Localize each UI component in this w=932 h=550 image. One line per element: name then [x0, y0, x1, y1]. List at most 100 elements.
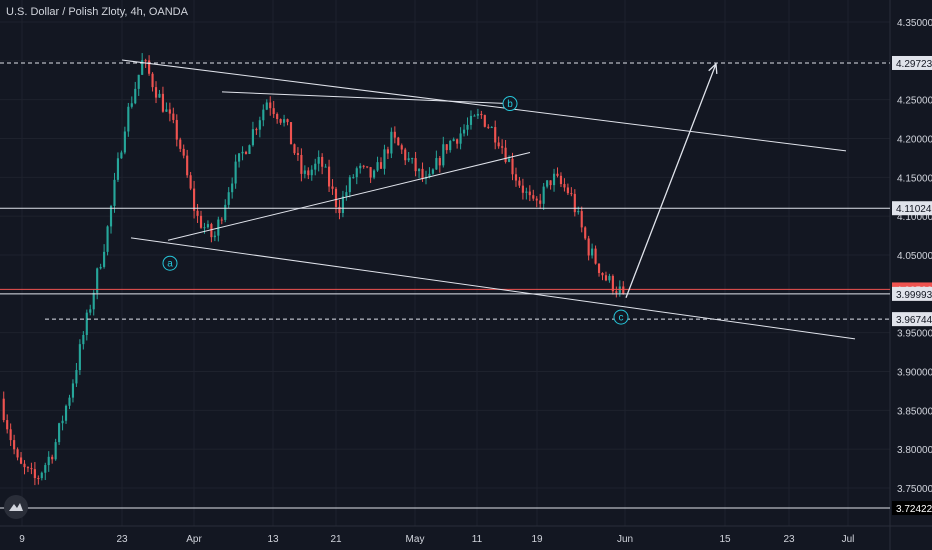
candle-body [241, 151, 244, 154]
candle-body [258, 120, 261, 130]
candle-body [82, 334, 85, 345]
candle-body [393, 131, 396, 138]
candle-body [123, 131, 126, 153]
candle-body [511, 158, 514, 175]
candle-body [428, 173, 431, 177]
candle-body [431, 169, 434, 174]
candle-body [334, 188, 338, 207]
candle-body [175, 119, 178, 140]
candle-body [310, 169, 313, 176]
time-tick-label: May [406, 534, 425, 545]
candle-body [286, 119, 289, 123]
candle-body [317, 156, 320, 164]
candle-body [359, 165, 362, 169]
candle-body [331, 186, 334, 189]
candle-body [307, 170, 310, 176]
candle-body [127, 106, 130, 132]
candle-body [68, 397, 71, 406]
candle-body [535, 198, 538, 201]
candle-body [116, 158, 120, 180]
candle-body [494, 127, 497, 143]
candle-body [78, 344, 81, 371]
candle-body [44, 465, 47, 473]
candle-body [321, 156, 324, 167]
candle-body [525, 191, 528, 193]
candle-body [58, 423, 61, 443]
candle-body [483, 115, 486, 127]
candle-body [542, 186, 545, 204]
price-level-label: 3.72422 [896, 504, 932, 515]
candle-body [196, 210, 199, 216]
wave-label-a-marker[interactable] [162, 255, 178, 271]
candle-body [397, 137, 400, 146]
time-tick-label: 23 [116, 534, 128, 545]
price-tick-label: 3.80000 [897, 445, 932, 456]
candle-body [604, 275, 608, 281]
candle-body [151, 73, 154, 88]
trend-line[interactable] [130, 237, 856, 340]
projection-arrow[interactable] [625, 63, 717, 298]
candle-body [421, 168, 424, 179]
price-tick-label: 3.95000 [897, 329, 932, 340]
candle-body [224, 204, 227, 220]
candle-body [366, 166, 369, 168]
candle-body [47, 456, 50, 466]
candle-body [490, 127, 493, 129]
candle-body [23, 463, 26, 468]
time-tick-label: 23 [783, 534, 795, 545]
candle-body [103, 251, 106, 267]
candle-body [141, 60, 144, 75]
candle-body [168, 109, 171, 114]
candle-body [193, 188, 196, 211]
candle-body [556, 173, 559, 176]
candle-body [40, 472, 43, 479]
candle-body [407, 158, 410, 161]
candle-body [158, 93, 161, 98]
trend-line[interactable] [221, 91, 508, 105]
candle-body [473, 115, 476, 117]
trend-line[interactable] [121, 59, 847, 152]
time-tick-label: 11 [472, 534, 483, 545]
candle-body [33, 469, 36, 479]
candle-body [276, 114, 279, 120]
candle-body [476, 113, 479, 116]
candle-body [580, 211, 583, 228]
candle-body [466, 124, 469, 130]
candle-body [615, 291, 618, 293]
candle-body [597, 263, 601, 273]
candle-body [289, 122, 293, 145]
candle-body [109, 205, 113, 227]
candle-body [64, 405, 68, 421]
candle-body [608, 275, 611, 281]
candle-body [300, 154, 303, 174]
candle-body [338, 206, 341, 214]
candle-body [559, 175, 563, 185]
price-tick-label: 4.10000 [897, 212, 932, 223]
candle-body [234, 161, 237, 184]
candle-body [54, 442, 57, 460]
candle-body [9, 429, 12, 441]
price-tick-label: 4.15000 [897, 173, 932, 184]
candle-body [372, 170, 376, 178]
candle-body [352, 177, 355, 179]
price-tick-label: 3.90000 [897, 368, 932, 379]
wave-label-a: a [167, 259, 173, 270]
tradingview-logo-icon[interactable] [4, 495, 28, 519]
price-level-badge [892, 501, 932, 516]
candle-body [487, 126, 490, 128]
candle-body [383, 149, 386, 169]
wave-label-c-marker[interactable] [613, 309, 629, 325]
candle-body [369, 167, 372, 178]
wave-label-b-marker[interactable] [502, 96, 518, 112]
price-level-badge [892, 201, 932, 216]
candle-body [507, 158, 511, 162]
chart-title: U.S. Dollar / Polish Zloty, 4h, OANDA [6, 6, 188, 18]
candle-body [386, 149, 389, 154]
candle-body [314, 163, 317, 170]
candle-body [449, 140, 452, 151]
time-tick-label: 19 [531, 534, 543, 545]
trend-line[interactable] [167, 151, 531, 241]
price-level-label: 4.29723 [896, 59, 932, 70]
price-tick-label: 4.25000 [897, 96, 932, 107]
